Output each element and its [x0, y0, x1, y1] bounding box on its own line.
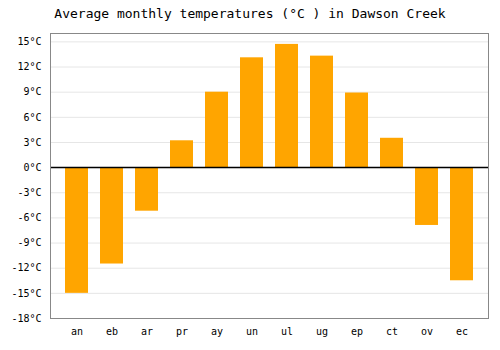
svg-text:ul: ul — [281, 326, 293, 337]
svg-text:ec: ec — [456, 326, 468, 337]
svg-text:ov: ov — [421, 326, 433, 337]
svg-text:9°C: 9°C — [23, 86, 41, 97]
svg-text:pr: pr — [176, 326, 188, 337]
svg-text:15°C: 15°C — [17, 36, 41, 47]
svg-text:-15°C: -15°C — [11, 288, 41, 299]
svg-text:ep: ep — [351, 326, 363, 337]
svg-text:-18°C: -18°C — [11, 313, 41, 324]
svg-text:-6°C: -6°C — [17, 212, 41, 223]
svg-text:-3°C: -3°C — [17, 187, 41, 198]
svg-text:ay: ay — [211, 326, 223, 337]
svg-text:12°C: 12°C — [17, 61, 41, 72]
svg-text:un: un — [246, 326, 258, 337]
svg-text:0°C: 0°C — [23, 162, 41, 173]
svg-text:ug: ug — [316, 326, 328, 337]
svg-text:ar: ar — [141, 326, 153, 337]
svg-text:-9°C: -9°C — [17, 237, 41, 248]
svg-text:-12°C: -12°C — [11, 262, 41, 273]
svg-text:an: an — [71, 326, 83, 337]
svg-text:3°C: 3°C — [23, 137, 41, 148]
svg-text:6°C: 6°C — [23, 112, 41, 123]
svg-text:eb: eb — [106, 326, 118, 337]
html-text:Average monthly temperatures (: Average monthly temperatures (°C ) in Da… — [54, 6, 446, 21]
svg-text:ct: ct — [386, 326, 398, 337]
